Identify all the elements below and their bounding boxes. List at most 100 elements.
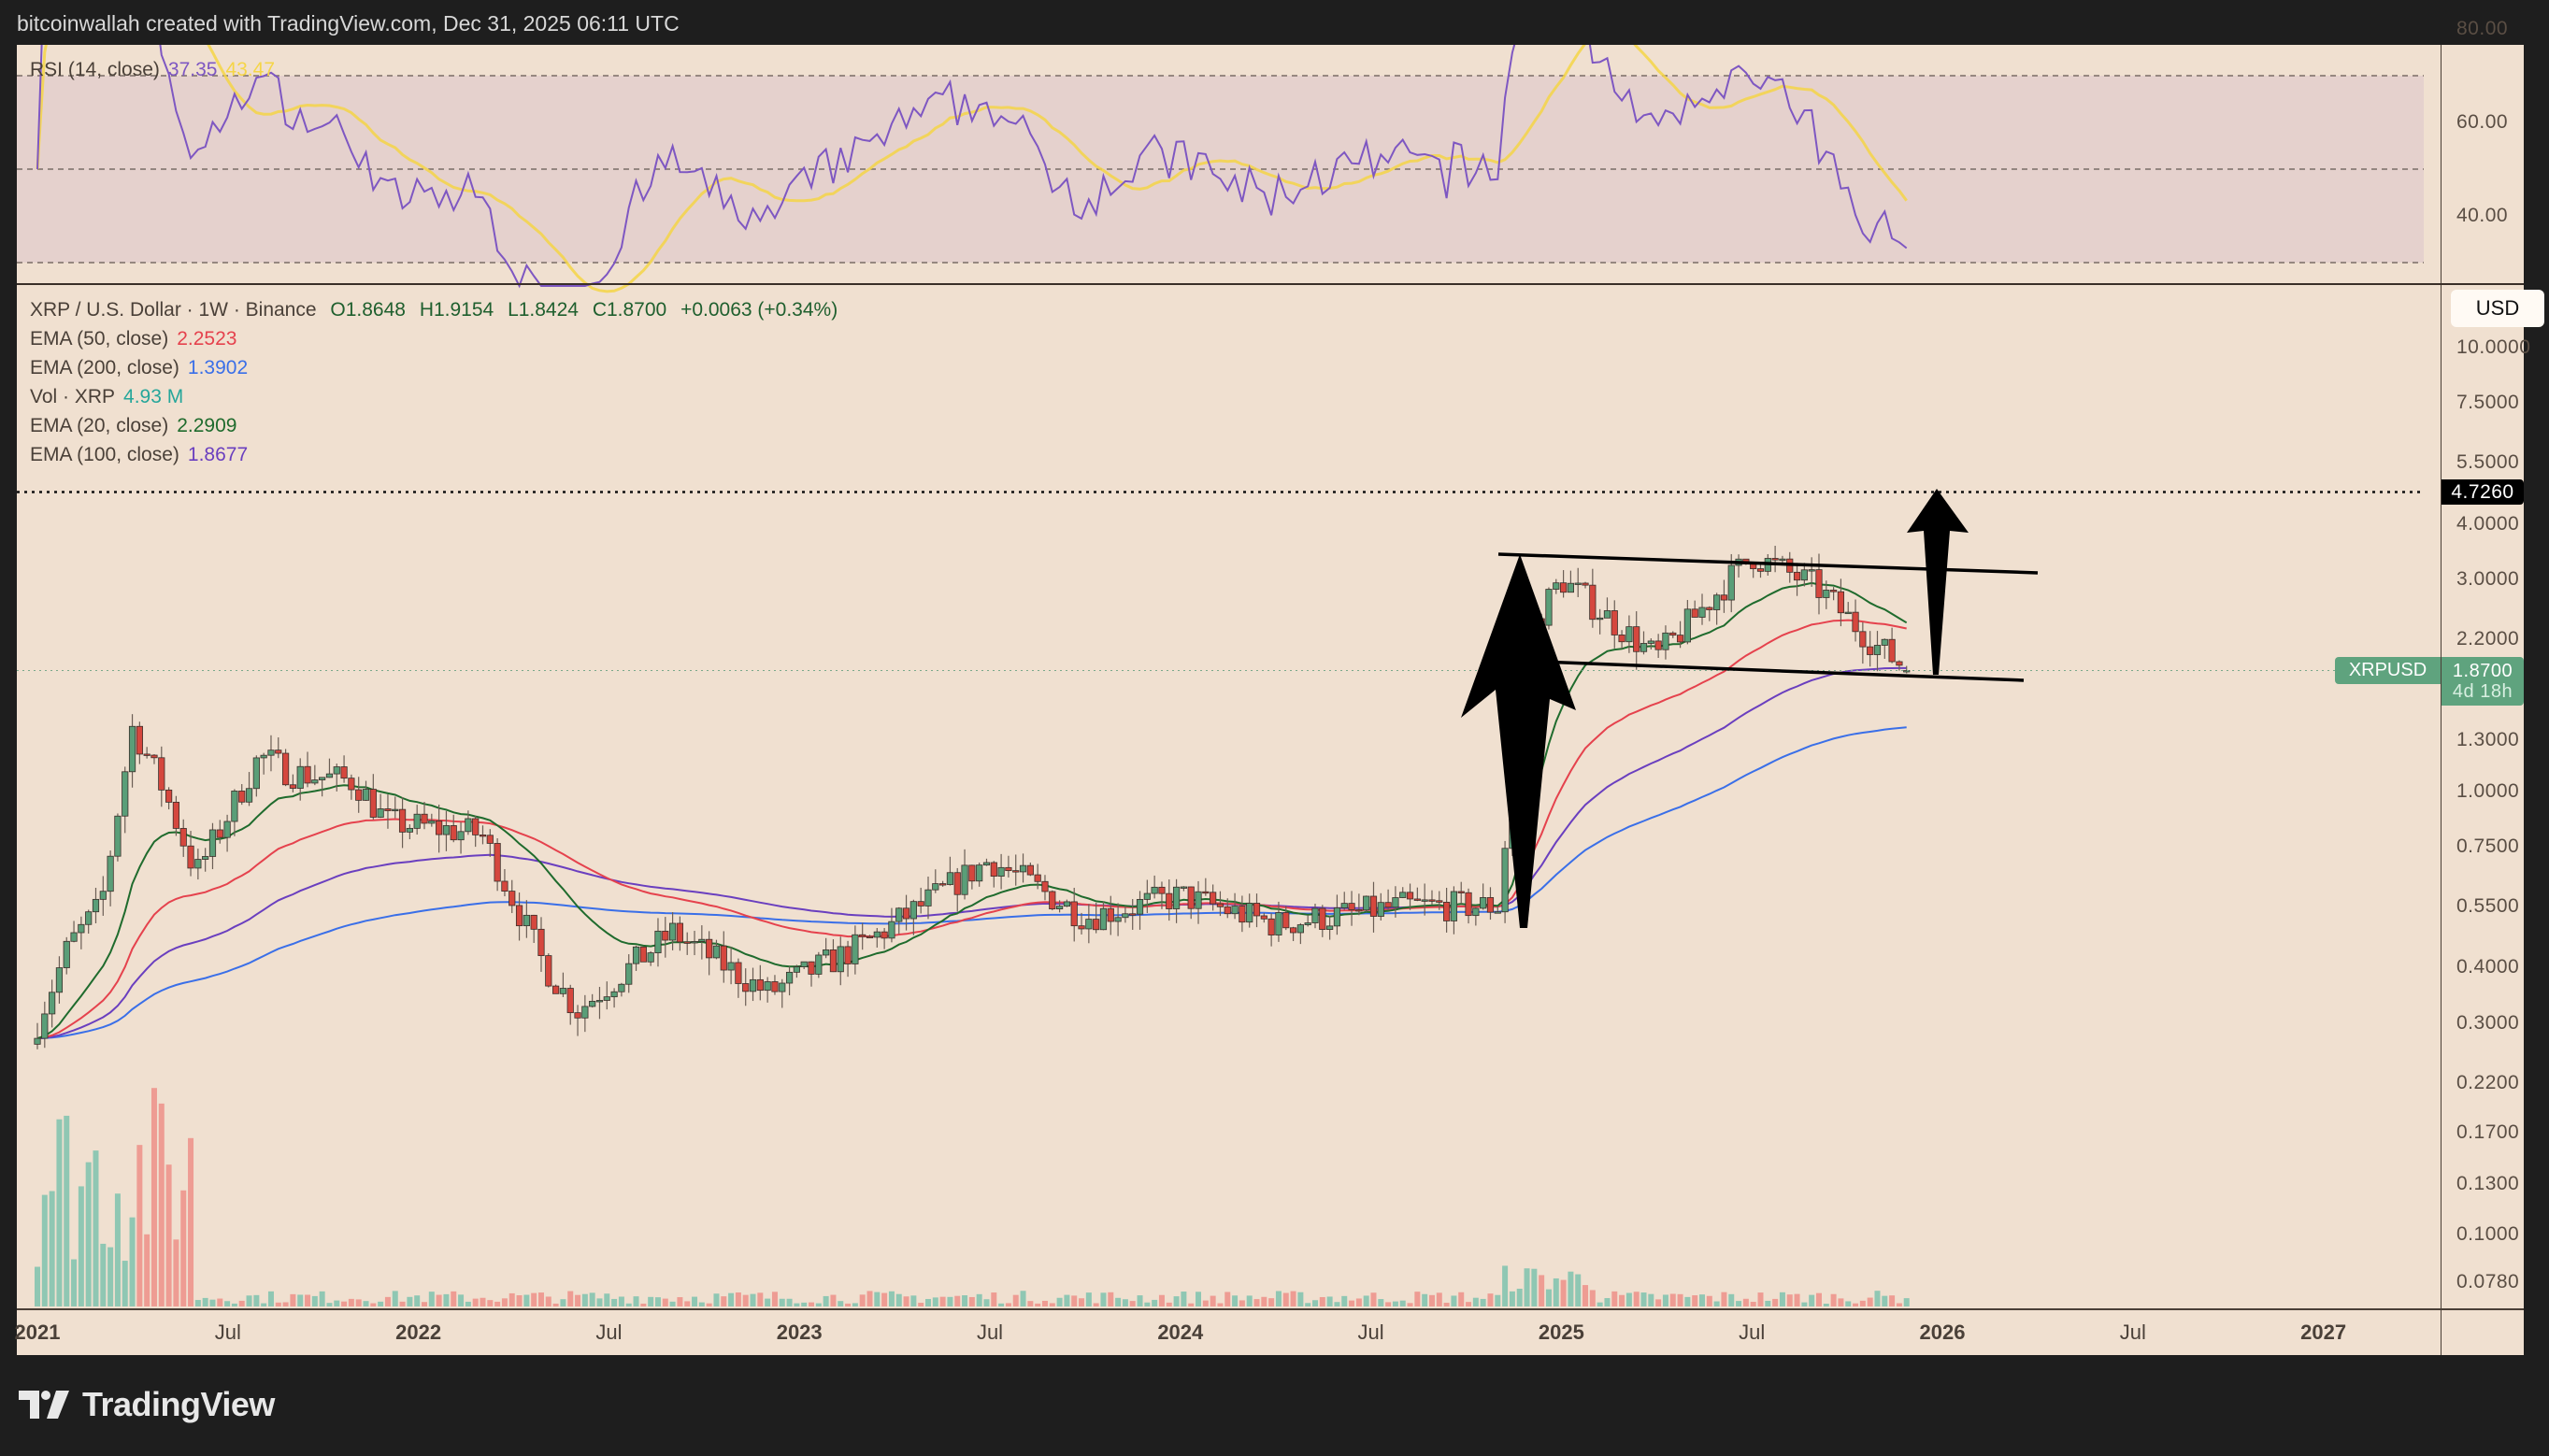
candle-down: [1867, 646, 1874, 655]
volume-bar: [1889, 1295, 1896, 1306]
projection-arrow: [1907, 489, 1969, 675]
volume-bar: [633, 1296, 639, 1306]
volume-bar: [1582, 1285, 1589, 1306]
volume-bar: [809, 1302, 815, 1306]
volume-bar: [1560, 1279, 1567, 1306]
volume-bar: [1385, 1302, 1392, 1306]
volume-bar: [1268, 1298, 1275, 1306]
candle-up: [1779, 558, 1786, 562]
candle-down: [369, 789, 377, 818]
candle-down: [1282, 912, 1290, 929]
candle-down: [676, 922, 684, 943]
volume-bar: [523, 1294, 530, 1306]
volume-bar: [1794, 1293, 1800, 1306]
candle-down: [179, 828, 187, 847]
volume-bar: [1392, 1301, 1398, 1306]
rsi-label: RSI (14, close): [30, 59, 160, 80]
candle-down: [1443, 902, 1451, 921]
volume-bar: [976, 1293, 982, 1306]
candle-down: [421, 813, 428, 824]
price-axis-label: 1.0000: [2456, 779, 2520, 802]
candle-up: [1363, 895, 1370, 911]
volume-bar: [1035, 1303, 1041, 1306]
candle-up: [1333, 907, 1341, 927]
candle-up: [99, 891, 107, 900]
candle-up: [946, 872, 954, 885]
volume-bar: [1502, 1265, 1509, 1306]
volume-bar: [399, 1301, 406, 1306]
candle-up: [523, 914, 530, 927]
volume-bar: [662, 1298, 668, 1306]
volume-bar: [1684, 1296, 1691, 1306]
volume-bar: [217, 1298, 223, 1306]
candle-up: [1195, 891, 1202, 909]
price-axis-label: 0.4000: [2456, 956, 2520, 978]
price-axis-label: 10.0000: [2456, 336, 2531, 358]
indicator-legend-row[interactable]: Vol · XRP 4.93 M: [30, 382, 838, 411]
volume-bar: [194, 1300, 201, 1306]
time-axis-label: 2022: [395, 1320, 442, 1344]
volume-bar: [1539, 1275, 1545, 1306]
ohlc-high: H1.9154: [419, 299, 494, 321]
volume-bar: [1823, 1303, 1829, 1306]
candle-down: [1559, 582, 1568, 593]
candle-up: [997, 866, 1005, 878]
volume-bar: [1108, 1292, 1114, 1306]
chart-canvas[interactable]: [17, 45, 2524, 1355]
volume-bar: [472, 1298, 479, 1306]
currency-button[interactable]: USD: [2451, 290, 2544, 327]
channel-lower-line: [1539, 660, 2025, 682]
candle-up: [1296, 924, 1304, 934]
volume-bar: [537, 1292, 544, 1306]
candle-up: [49, 992, 56, 1015]
volume-bar: [158, 1103, 165, 1306]
candle-up: [208, 829, 217, 857]
ohlc-open: O1.8648: [330, 299, 406, 321]
volume-bar: [341, 1301, 348, 1306]
volume-bar: [611, 1298, 618, 1306]
volume-bar: [991, 1292, 997, 1306]
candle-up: [1844, 611, 1852, 615]
rsi-pane-divider[interactable]: [17, 283, 2524, 285]
volume-bar: [1012, 1294, 1019, 1306]
price-axis-label: 7.5000: [2456, 392, 2520, 414]
time-axis-border: [17, 1308, 2524, 1310]
volume-bar: [261, 1303, 267, 1306]
volume-bar: [129, 1217, 136, 1306]
volume-bar: [1261, 1296, 1267, 1306]
chart-panel[interactable]: RSI (14, close) 37.35 43.47 XRP / U.S. Dol…: [15, 18, 2544, 1355]
candle-down: [1210, 892, 1217, 905]
candle-up: [1881, 638, 1888, 646]
rsi-legend[interactable]: RSI (14, close) 37.35 43.47: [30, 59, 275, 81]
candle-down: [1166, 892, 1173, 909]
indicator-legend-row[interactable]: EMA (20, close) 2.2909: [30, 411, 838, 440]
candle-up: [1647, 640, 1654, 644]
volume-bar: [1779, 1292, 1785, 1306]
price-axis-label: 3.0000: [2456, 568, 2520, 591]
indicator-legend-row[interactable]: EMA (100, close) 1.8677: [30, 440, 838, 469]
candle-up: [231, 791, 238, 822]
candle-up: [377, 808, 384, 818]
indicator-legend-row[interactable]: EMA (200, close) 1.3902: [30, 353, 838, 382]
candle-up: [895, 907, 903, 922]
volume-bar: [1407, 1303, 1413, 1306]
volume-bar: [290, 1293, 296, 1306]
symbol-row[interactable]: XRP / U.S. Dollar · 1W · Binance O1.8648…: [30, 295, 838, 324]
price-axis-label: 0.1700: [2456, 1121, 2520, 1143]
price-legend[interactable]: XRP / U.S. Dollar · 1W · Binance O1.8648…: [30, 295, 838, 469]
price-axis-label: 1.3000: [2456, 729, 2520, 751]
volume-bar: [1217, 1303, 1224, 1306]
volume-bar: [721, 1296, 727, 1306]
tradingview-logo[interactable]: TradingView: [19, 1385, 275, 1424]
volume-bar: [1355, 1298, 1362, 1306]
volume-bar: [852, 1303, 858, 1306]
candle-up: [1662, 632, 1669, 650]
candle-down: [968, 864, 976, 882]
candle-up: [764, 981, 771, 992]
volume-bar: [1079, 1298, 1085, 1306]
volume-bar: [801, 1302, 808, 1306]
indicator-legend-row[interactable]: EMA (50, close) 2.2523: [30, 324, 838, 353]
volume-bar: [531, 1292, 537, 1306]
price-axis-label: 0.1300: [2456, 1172, 2520, 1194]
volume-bar: [64, 1115, 70, 1306]
